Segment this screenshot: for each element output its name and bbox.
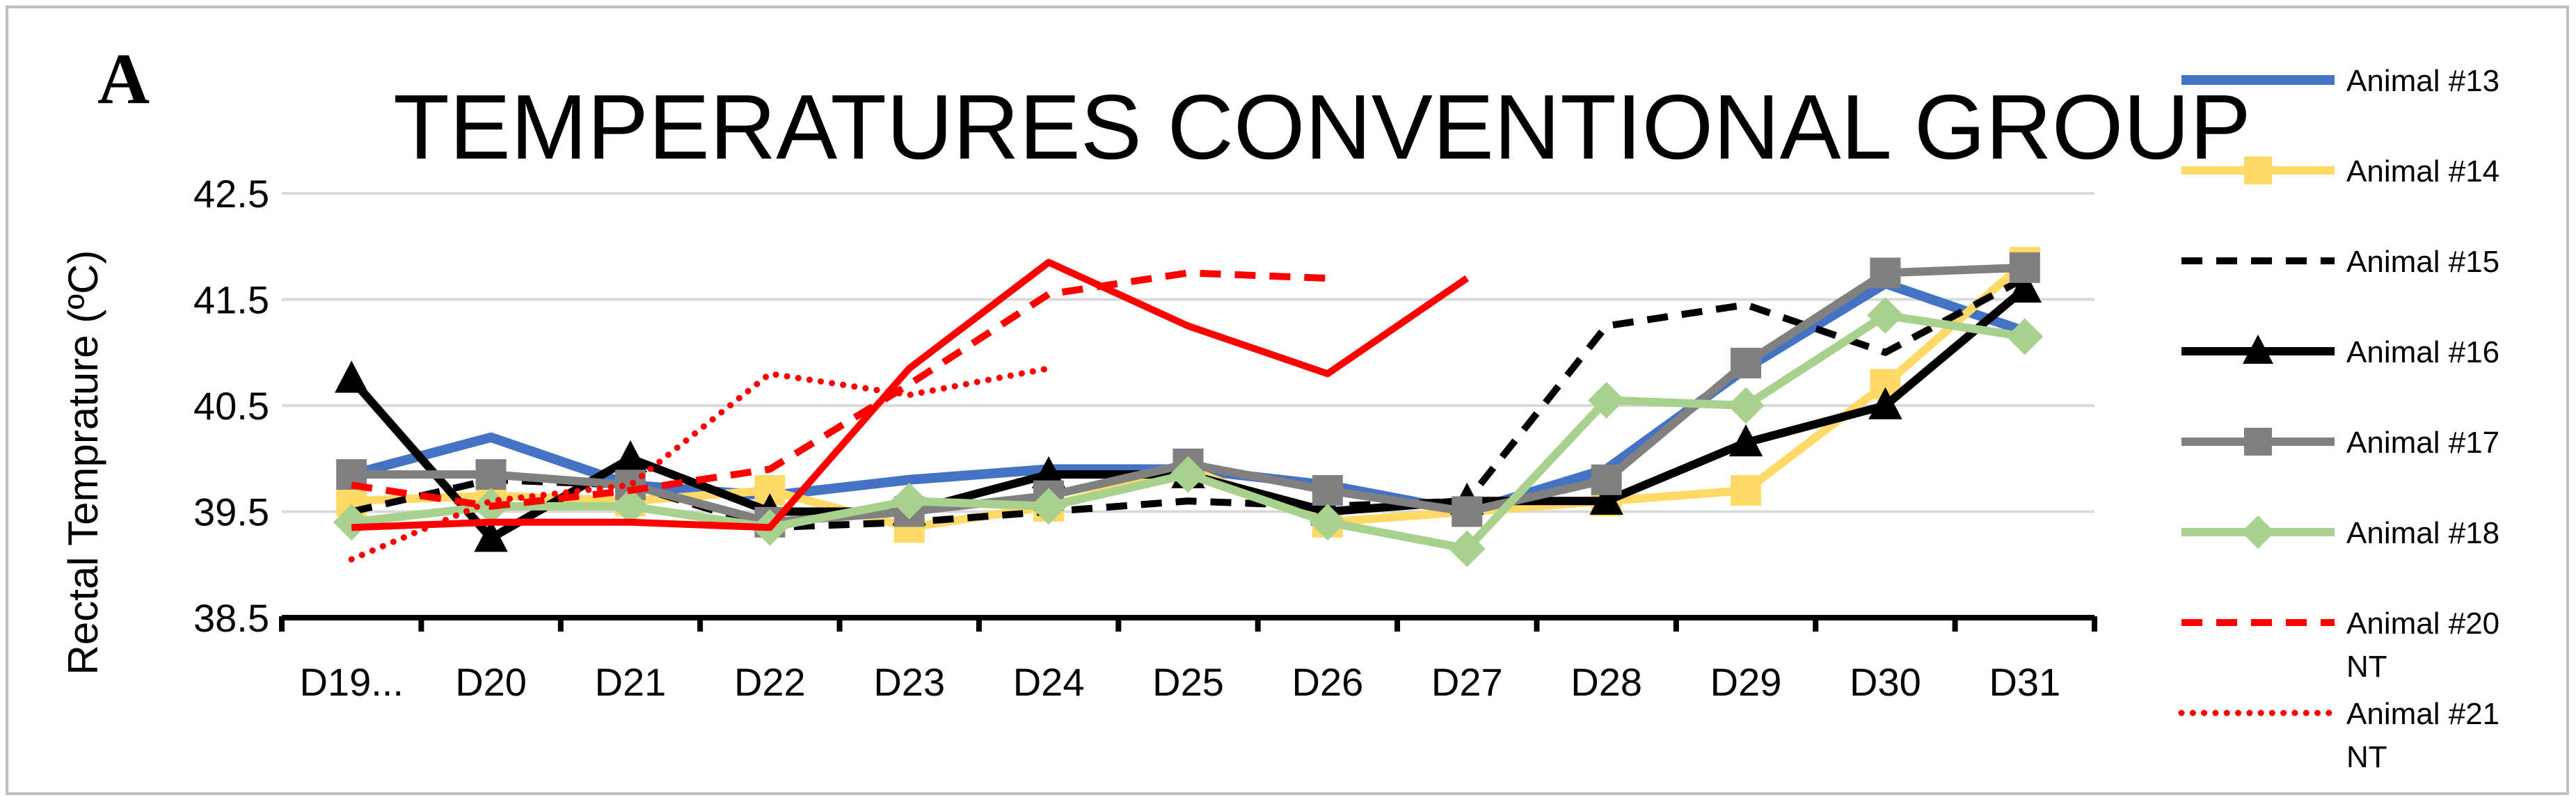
legend-item: Animal #15 — [2181, 245, 2499, 279]
legend-item: Animal #20 NT — [2181, 607, 2499, 684]
data-point — [1731, 348, 1762, 378]
data-point — [1312, 475, 1343, 506]
legend-label: Animal #20 NT — [2346, 607, 2499, 684]
x-tick-label: D22 — [734, 660, 806, 704]
x-tick-label: D25 — [1152, 660, 1224, 704]
legend-label: Animal #18 — [2346, 516, 2499, 550]
series-layer — [333, 247, 2044, 568]
series-8 — [348, 365, 1052, 563]
data-point — [1870, 257, 1901, 289]
x-tick-label: D20 — [455, 660, 527, 704]
y-tick-label: 42.5 — [193, 172, 269, 216]
x-tick-label: D24 — [1013, 660, 1085, 704]
data-point — [2006, 318, 2044, 355]
series-5 — [336, 252, 2040, 538]
y-tick-label: 39.5 — [193, 490, 269, 534]
y-tick-label: 40.5 — [193, 384, 269, 428]
data-point — [334, 360, 369, 393]
data-point — [1591, 464, 1622, 495]
data-point — [1589, 482, 1623, 515]
legend-item: Animal #14 — [2181, 154, 2499, 189]
legend-item: Animal #16 — [2181, 335, 2499, 369]
series-7 — [351, 269, 1328, 510]
legend-item: Animal #18 — [2181, 515, 2499, 550]
data-point — [475, 459, 507, 490]
data-point — [1728, 424, 1763, 457]
data-point — [1030, 488, 1067, 525]
legend-item: Animal #13 — [2181, 64, 2499, 98]
data-point — [1309, 504, 1346, 541]
x-tick-label: D21 — [595, 660, 667, 704]
data-point — [1031, 456, 1066, 488]
legend-label: Animal #17 — [2346, 426, 2499, 460]
x-tick-label: D23 — [873, 660, 945, 704]
legend-label: Animal #21 NT — [2346, 697, 2499, 774]
data-point — [612, 488, 649, 525]
x-tick-label: D30 — [1850, 660, 1921, 704]
x-tick-label: D29 — [1710, 660, 1782, 704]
series-9 — [351, 259, 1470, 531]
legend-item: Animal #21 NT — [2178, 697, 2499, 774]
y-axis-label: Rectal Temprature (ºC) — [60, 250, 106, 675]
data-point — [1867, 296, 1904, 334]
x-tick-label: D26 — [1292, 660, 1364, 704]
x-tick-label: D27 — [1431, 660, 1503, 704]
data-point — [1731, 475, 1762, 506]
x-tick-label: D31 — [1989, 660, 2060, 704]
data-point — [1588, 381, 1625, 419]
chart-title: TEMPERATURES CONVENTIONAL GROUP — [393, 76, 2251, 178]
x-tick-label: D28 — [1571, 660, 1642, 704]
data-point — [2243, 335, 2273, 364]
data-point — [2244, 157, 2272, 184]
data-point — [613, 440, 648, 473]
legend-label: Animal #14 — [2346, 154, 2499, 189]
y-axis-ticks: 42.5 41.5 40.5 39.5 38.5 — [193, 172, 269, 640]
data-point — [1448, 530, 1486, 568]
data-point — [1727, 387, 1765, 424]
series-line — [351, 259, 1470, 531]
data-point — [474, 520, 508, 552]
y-tick-label: 41.5 — [193, 278, 269, 322]
x-tick-label: D19... — [299, 660, 403, 704]
legend-label: Animal #13 — [2346, 64, 2499, 98]
legend-item: Animal #17 — [2181, 426, 2499, 460]
y-tick-label: 38.5 — [193, 596, 269, 640]
legend: Animal #13 Animal #14 Animal #15 Animal #16… — [2178, 64, 2499, 774]
legend-label: Animal #16 — [2346, 335, 2499, 369]
data-point — [2009, 252, 2040, 283]
data-point — [891, 482, 928, 520]
chart-frame — [6, 6, 2569, 795]
data-point — [333, 504, 370, 541]
series-line — [348, 365, 1052, 563]
x-axis: D19... D20 D21 D22 D23 D24 D25 D26 D27 D28 D29 D30 D… — [279, 615, 2097, 704]
panel-label: A — [97, 39, 150, 119]
series-line — [351, 269, 1328, 510]
data-point — [1452, 496, 1483, 527]
data-point — [1868, 387, 1902, 419]
data-point — [2241, 515, 2275, 549]
legend-label: Animal #15 — [2346, 245, 2499, 279]
data-point — [2007, 270, 2042, 303]
grid-lines — [282, 192, 2094, 513]
data-point — [1170, 456, 1207, 493]
data-point — [2244, 428, 2272, 456]
